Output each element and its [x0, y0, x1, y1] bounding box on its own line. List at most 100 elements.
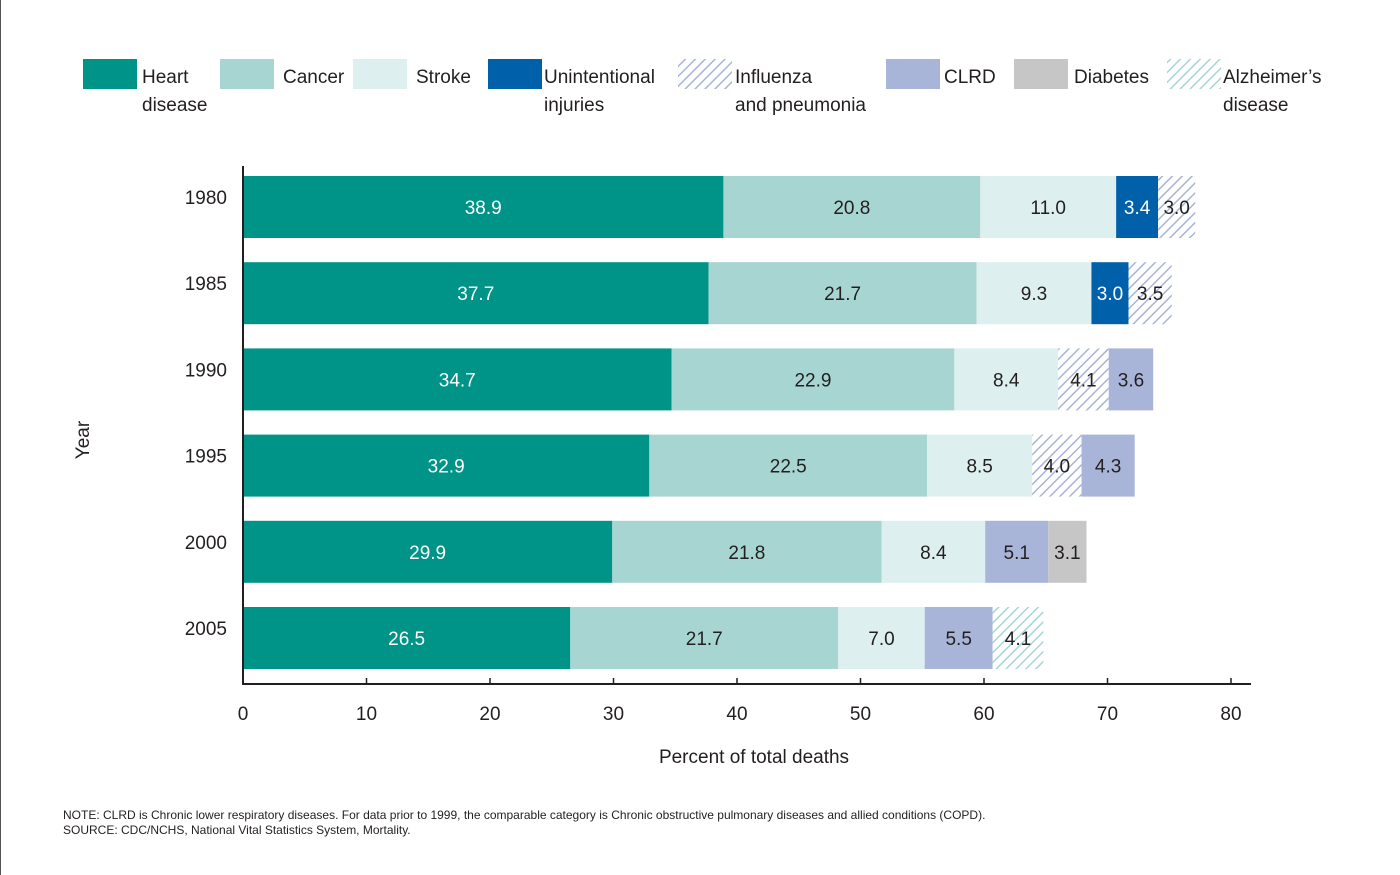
bar-1980-unintentional-injuries — [1116, 176, 1159, 238]
data-label-1980-heart-disease: 38.9 — [465, 198, 502, 219]
axes-layer: 0 10 20 30 40 50 60 70 80 1980 1985 1990 1995 2000 200… — [73, 166, 1251, 768]
data-label-1995-heart-disease: 32.9 — [428, 457, 465, 478]
legend-label-unintentional-injuries: injuries — [544, 95, 604, 116]
legend-label-heart-disease: disease — [142, 95, 208, 116]
data-label-1995-cancer: 22.5 — [770, 457, 807, 478]
legend-label-diabetes: Diabetes — [1074, 67, 1149, 88]
legend-label-cancer: Cancer — [283, 67, 345, 88]
bar-group-1990: 34.7 22.9 8.4 4.1 3.6 — [243, 348, 1154, 411]
bar-1985-influenza-and-pneumonia — [1128, 262, 1172, 325]
data-label-2005-cancer: 21.7 — [686, 629, 723, 650]
bar-1985-cancer — [708, 262, 977, 325]
data-label-1985-stroke: 9.3 — [1021, 284, 1047, 305]
legend-swatch-alzheimer-s-disease — [1167, 59, 1221, 89]
y-tick-label-1985: 1985 — [185, 274, 227, 295]
bar-1990-stroke — [954, 348, 1059, 411]
bar-2000-clrd — [985, 520, 1049, 583]
data-label-2000-heart-disease: 29.9 — [409, 543, 446, 564]
bar-2000-heart-disease — [243, 520, 613, 583]
legend-item-stroke: Stroke — [353, 59, 471, 89]
x-tick-label-70: 70 — [1097, 704, 1118, 725]
bar-1990-clrd — [1108, 348, 1154, 411]
bar-1995-heart-disease — [243, 434, 650, 497]
data-label-1980-cancer: 20.8 — [833, 198, 870, 219]
y-axis-title: Year — [73, 420, 94, 459]
data-label-2005-clrd: 5.5 — [945, 629, 971, 650]
data-label-1995-clrd: 4.3 — [1095, 457, 1121, 478]
x-tick-label-30: 30 — [603, 704, 624, 725]
legend-swatch-cancer — [220, 59, 274, 89]
y-tick-label-1990: 1990 — [185, 360, 227, 381]
legend-swatch-unintentional-injuries — [488, 59, 542, 89]
data-label-1990-clrd: 3.6 — [1118, 370, 1144, 391]
legend-swatch-diabetes — [1014, 59, 1068, 89]
data-label-1980-influenza-and-pneumonia: 3.0 — [1163, 198, 1189, 219]
bar-2005-heart-disease — [243, 607, 571, 669]
legend-label-stroke: Stroke — [416, 67, 471, 88]
legend-label-alzheimer-s-disease: disease — [1223, 95, 1289, 116]
legend-swatch-clrd — [886, 59, 940, 89]
data-label-1990-stroke: 8.4 — [993, 370, 1020, 391]
bar-1980-stroke — [980, 176, 1117, 238]
bar-1980-influenza-and-pneumonia — [1158, 176, 1196, 238]
bar-1990-influenza-and-pneumonia — [1058, 348, 1109, 411]
y-tick-label-2000: 2000 — [185, 533, 227, 554]
bar-2005-alzheimer-s-disease — [992, 607, 1044, 669]
data-label-2000-cancer: 21.8 — [728, 543, 765, 564]
bar-1990-cancer — [671, 348, 955, 411]
bar-1995-cancer — [649, 434, 928, 497]
x-tick-label-50: 50 — [850, 704, 871, 725]
x-tick-label-80: 80 — [1220, 704, 1241, 725]
legend-item-alzheimer-s-disease: Alzheimer’s disease — [1167, 59, 1322, 116]
bar-1995-influenza-and-pneumonia — [1032, 434, 1082, 497]
legend-item-cancer: Cancer — [220, 59, 345, 89]
bar-1995-stroke — [927, 434, 1033, 497]
legend-item-heart-disease: Heart disease — [83, 59, 208, 116]
data-label-1995-stroke: 8.5 — [966, 457, 992, 478]
x-tick-label-0: 0 — [238, 704, 249, 725]
bar-2005-cancer — [570, 607, 839, 669]
bars-layer: 38.9 20.8 11.0 3.4 3.0 37.7 21.7 9.3 3.0 3.5 34.7 2… — [243, 176, 1196, 669]
bar-2000-stroke — [881, 520, 986, 583]
y-tick-label-1980: 1980 — [185, 188, 227, 209]
data-label-2000-diabetes: 3.1 — [1054, 543, 1080, 564]
bar-2005-stroke — [838, 607, 925, 669]
legend-label-influenza-and-pneumonia: and pneumonia — [735, 95, 866, 116]
bar-group-1985: 37.7 21.7 9.3 3.0 3.5 — [243, 262, 1172, 325]
y-tick-label-1995: 1995 — [185, 447, 227, 468]
bar-group-1980: 38.9 20.8 11.0 3.4 3.0 — [243, 176, 1196, 238]
data-label-1980-stroke: 11.0 — [1030, 198, 1066, 219]
legend-item-clrd: CLRD — [886, 59, 996, 89]
bar-1980-cancer — [723, 176, 981, 238]
legend-swatch-heart-disease — [83, 59, 137, 89]
data-label-1990-influenza-and-pneumonia: 4.1 — [1070, 370, 1096, 391]
bar-2000-diabetes — [1048, 520, 1087, 583]
legend-label-unintentional-injuries: Unintentional — [544, 67, 655, 88]
data-label-1990-heart-disease: 34.7 — [439, 370, 476, 391]
bar-1985-heart-disease — [243, 262, 709, 325]
x-axis-title: Percent of total deaths — [659, 747, 849, 768]
chart-legend: Heart disease Cancer Stroke Unintentional inj… — [83, 59, 1322, 116]
data-label-1990-cancer: 22.9 — [794, 370, 831, 391]
bar-group-2005: 26.5 21.7 7.0 5.5 4.1 — [243, 607, 1044, 669]
y-tick-label-2005: 2005 — [185, 619, 227, 640]
x-tick-label-60: 60 — [973, 704, 994, 725]
legend-label-alzheimer-s-disease: Alzheimer’s — [1223, 67, 1322, 88]
bar-group-2000: 29.9 21.8 8.4 5.1 3.1 — [243, 520, 1087, 583]
legend-label-influenza-and-pneumonia: Influenza — [735, 67, 813, 88]
bar-2005-clrd — [924, 607, 993, 669]
x-tick-label-10: 10 — [356, 704, 377, 725]
legend-item-unintentional-injuries: Unintentional injuries — [488, 59, 655, 116]
source-text: SOURCE: CDC/NCHS, National Vital Statist… — [63, 823, 411, 837]
x-tick-label-40: 40 — [726, 704, 747, 725]
legend-label-clrd: CLRD — [944, 67, 996, 88]
data-label-1980-unintentional-injuries: 3.4 — [1124, 198, 1151, 219]
bar-1995-clrd — [1081, 434, 1135, 497]
legend-swatch-influenza-and-pneumonia — [678, 59, 732, 89]
stacked-bar-chart: Heart disease Cancer Stroke Unintentional inj… — [73, 59, 1322, 768]
bar-2000-cancer — [612, 520, 882, 583]
data-label-1985-heart-disease: 37.7 — [457, 284, 494, 305]
data-label-2000-stroke: 8.4 — [920, 543, 947, 564]
note-text: NOTE: CLRD is Chronic lower respiratory … — [63, 808, 986, 822]
